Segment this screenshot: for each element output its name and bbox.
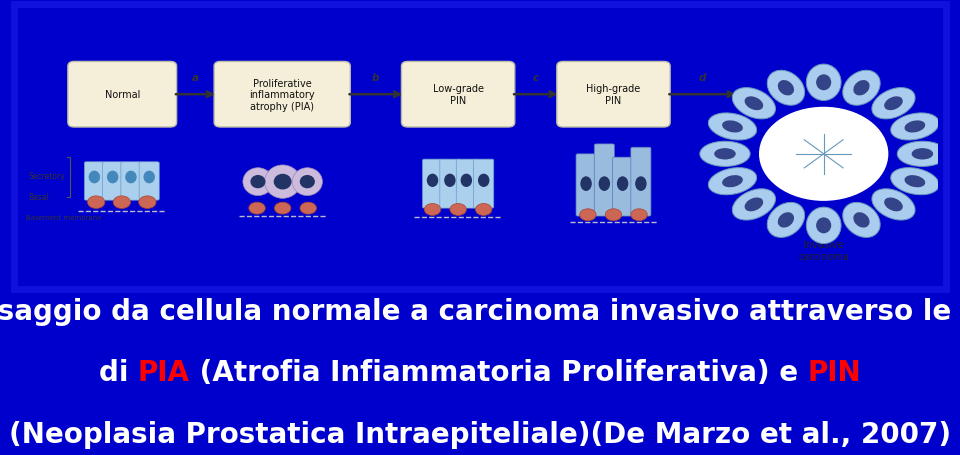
Circle shape bbox=[605, 209, 622, 221]
FancyBboxPatch shape bbox=[456, 160, 476, 209]
FancyBboxPatch shape bbox=[121, 162, 141, 201]
Text: High-grade
PIN: High-grade PIN bbox=[587, 84, 640, 106]
Circle shape bbox=[113, 197, 131, 209]
Ellipse shape bbox=[767, 203, 804, 238]
Ellipse shape bbox=[300, 176, 314, 188]
Ellipse shape bbox=[885, 199, 902, 211]
Text: Invasive
carcinoma: Invasive carcinoma bbox=[799, 239, 849, 261]
Ellipse shape bbox=[779, 213, 793, 228]
Circle shape bbox=[424, 204, 441, 216]
Circle shape bbox=[300, 203, 317, 215]
Ellipse shape bbox=[723, 122, 742, 132]
Ellipse shape bbox=[479, 175, 489, 187]
Ellipse shape bbox=[854, 213, 869, 228]
Circle shape bbox=[759, 108, 888, 201]
Ellipse shape bbox=[708, 168, 756, 195]
Ellipse shape bbox=[843, 203, 880, 238]
Ellipse shape bbox=[126, 172, 136, 183]
Text: Secretory: Secretory bbox=[29, 171, 65, 180]
Text: PIA: PIA bbox=[138, 359, 190, 387]
FancyBboxPatch shape bbox=[214, 62, 350, 128]
Text: (Atrofia Infiammatoria Proliferativa) e: (Atrofia Infiammatoria Proliferativa) e bbox=[190, 359, 807, 387]
Ellipse shape bbox=[708, 114, 756, 141]
FancyBboxPatch shape bbox=[594, 145, 614, 217]
Ellipse shape bbox=[444, 175, 455, 187]
FancyBboxPatch shape bbox=[631, 148, 651, 217]
Ellipse shape bbox=[427, 175, 438, 187]
Text: PIN: PIN bbox=[807, 359, 861, 387]
Ellipse shape bbox=[732, 88, 776, 120]
Text: Basal: Basal bbox=[29, 193, 50, 202]
Ellipse shape bbox=[243, 168, 273, 196]
Ellipse shape bbox=[732, 189, 776, 221]
FancyBboxPatch shape bbox=[139, 162, 159, 201]
FancyBboxPatch shape bbox=[612, 158, 633, 217]
FancyBboxPatch shape bbox=[401, 62, 515, 128]
Circle shape bbox=[87, 197, 105, 209]
Ellipse shape bbox=[843, 71, 880, 106]
Text: Proliferative
inflammatory
atrophy (PIA): Proliferative inflammatory atrophy (PIA) bbox=[250, 78, 315, 111]
Ellipse shape bbox=[817, 76, 830, 91]
Circle shape bbox=[580, 209, 596, 221]
Ellipse shape bbox=[723, 177, 742, 187]
Circle shape bbox=[631, 209, 647, 221]
Circle shape bbox=[450, 204, 467, 216]
Ellipse shape bbox=[265, 166, 300, 199]
Ellipse shape bbox=[905, 122, 924, 132]
Ellipse shape bbox=[462, 175, 471, 187]
Ellipse shape bbox=[700, 142, 750, 167]
FancyBboxPatch shape bbox=[440, 160, 460, 209]
Text: d: d bbox=[699, 73, 707, 83]
FancyBboxPatch shape bbox=[422, 160, 443, 209]
Ellipse shape bbox=[779, 81, 793, 96]
Ellipse shape bbox=[636, 177, 646, 191]
Circle shape bbox=[475, 204, 492, 216]
Circle shape bbox=[275, 203, 291, 215]
FancyBboxPatch shape bbox=[68, 62, 177, 128]
FancyBboxPatch shape bbox=[84, 162, 105, 201]
Ellipse shape bbox=[252, 176, 265, 188]
Ellipse shape bbox=[617, 177, 628, 191]
Ellipse shape bbox=[292, 168, 323, 196]
Ellipse shape bbox=[905, 177, 924, 187]
Ellipse shape bbox=[806, 65, 841, 101]
Ellipse shape bbox=[715, 150, 735, 159]
Ellipse shape bbox=[912, 150, 932, 159]
Ellipse shape bbox=[745, 98, 762, 110]
Ellipse shape bbox=[891, 168, 939, 195]
Ellipse shape bbox=[144, 172, 155, 183]
Ellipse shape bbox=[89, 172, 100, 183]
Ellipse shape bbox=[581, 177, 591, 191]
Text: (Neoplasia Prostatica Intraepiteliale)(De Marzo et al., 2007): (Neoplasia Prostatica Intraepiteliale)(D… bbox=[9, 420, 951, 448]
Ellipse shape bbox=[745, 199, 762, 211]
Ellipse shape bbox=[108, 172, 118, 183]
FancyBboxPatch shape bbox=[557, 62, 670, 128]
FancyBboxPatch shape bbox=[576, 155, 596, 217]
Ellipse shape bbox=[891, 114, 939, 141]
Circle shape bbox=[249, 203, 265, 215]
Text: Normal: Normal bbox=[105, 90, 140, 100]
Text: Passaggio da cellula normale a carcinoma invasivo attraverso le fasi: Passaggio da cellula normale a carcinoma… bbox=[0, 298, 960, 325]
Text: c: c bbox=[533, 73, 539, 83]
Ellipse shape bbox=[898, 142, 948, 167]
Text: Basement membrane: Basement membrane bbox=[26, 214, 101, 220]
Ellipse shape bbox=[854, 81, 869, 96]
Ellipse shape bbox=[599, 177, 610, 191]
Text: a: a bbox=[192, 73, 199, 83]
Ellipse shape bbox=[275, 175, 291, 189]
Ellipse shape bbox=[817, 218, 830, 233]
FancyBboxPatch shape bbox=[103, 162, 123, 201]
Ellipse shape bbox=[806, 207, 841, 244]
Ellipse shape bbox=[872, 88, 915, 120]
Text: di: di bbox=[99, 359, 138, 387]
Text: Low-grade
PIN: Low-grade PIN bbox=[433, 84, 484, 106]
Ellipse shape bbox=[885, 98, 902, 110]
Ellipse shape bbox=[767, 71, 804, 106]
FancyBboxPatch shape bbox=[473, 160, 493, 209]
Text: b: b bbox=[372, 73, 379, 83]
Circle shape bbox=[138, 197, 156, 209]
Ellipse shape bbox=[872, 189, 915, 221]
